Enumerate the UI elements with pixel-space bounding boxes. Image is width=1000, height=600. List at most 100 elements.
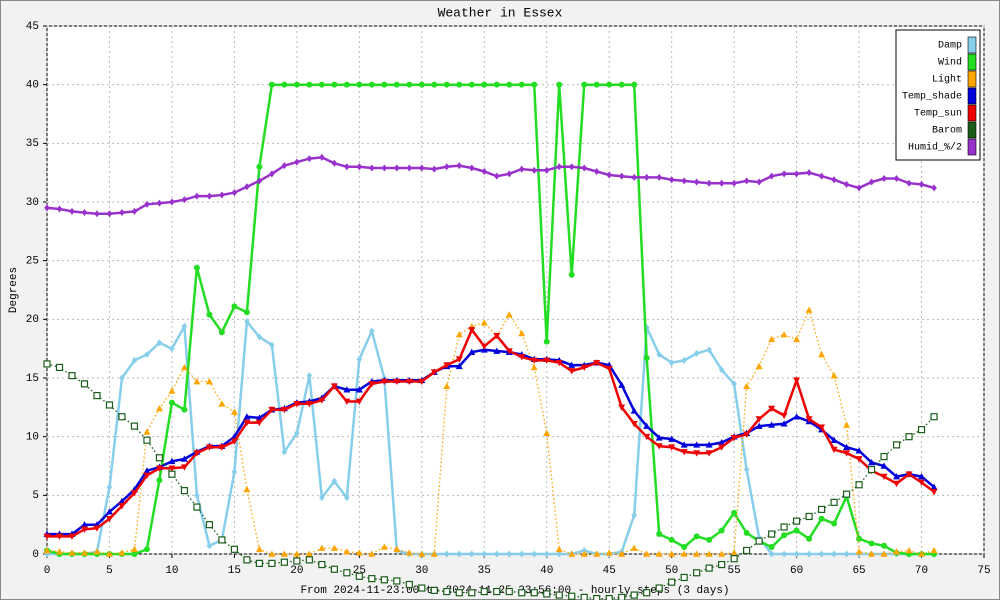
point bbox=[155, 454, 164, 462]
point bbox=[443, 587, 451, 596]
point bbox=[580, 593, 588, 600]
point bbox=[181, 406, 188, 413]
point bbox=[618, 593, 626, 600]
point bbox=[355, 572, 363, 580]
point bbox=[493, 332, 501, 340]
point bbox=[468, 589, 476, 597]
point bbox=[131, 356, 138, 364]
point bbox=[806, 535, 813, 542]
point bbox=[893, 473, 901, 480]
point bbox=[218, 400, 226, 407]
point bbox=[456, 162, 463, 170]
point bbox=[693, 450, 701, 457]
point bbox=[880, 473, 888, 481]
point bbox=[768, 421, 776, 428]
point bbox=[205, 521, 214, 529]
point bbox=[118, 503, 126, 510]
point bbox=[693, 533, 700, 540]
point bbox=[830, 436, 838, 443]
point bbox=[43, 533, 51, 540]
point bbox=[180, 363, 188, 371]
point bbox=[531, 550, 538, 558]
point bbox=[568, 592, 576, 600]
point bbox=[768, 172, 775, 180]
point bbox=[131, 551, 138, 557]
point bbox=[730, 549, 738, 556]
point bbox=[618, 81, 625, 88]
point bbox=[730, 435, 738, 442]
point bbox=[394, 164, 400, 172]
point bbox=[618, 404, 626, 411]
point bbox=[917, 426, 926, 434]
point bbox=[805, 306, 813, 313]
point bbox=[355, 386, 363, 393]
point bbox=[530, 357, 538, 364]
point bbox=[105, 516, 113, 523]
point bbox=[156, 339, 163, 347]
point bbox=[905, 546, 913, 554]
point bbox=[880, 462, 888, 469]
point bbox=[368, 81, 375, 88]
point bbox=[380, 543, 388, 550]
x-tick-label: 65 bbox=[852, 565, 865, 577]
point bbox=[868, 458, 876, 466]
point bbox=[405, 378, 413, 386]
point bbox=[781, 170, 787, 178]
point bbox=[656, 531, 663, 538]
point bbox=[668, 435, 676, 442]
x-tick-label: 0 bbox=[44, 565, 51, 577]
point bbox=[218, 536, 226, 544]
point bbox=[431, 165, 438, 173]
point bbox=[343, 81, 350, 88]
point bbox=[481, 550, 488, 558]
point bbox=[130, 545, 138, 553]
point bbox=[768, 405, 776, 413]
point bbox=[368, 381, 376, 388]
point bbox=[455, 331, 463, 338]
point bbox=[918, 479, 926, 486]
point bbox=[143, 546, 150, 553]
point bbox=[281, 448, 288, 456]
point bbox=[293, 557, 301, 565]
point bbox=[80, 526, 88, 533]
point bbox=[793, 170, 800, 178]
y-tick-label: 20 bbox=[26, 314, 39, 326]
x-tick-label: 70 bbox=[915, 565, 928, 577]
point bbox=[643, 422, 651, 429]
point bbox=[780, 331, 788, 338]
point bbox=[493, 550, 500, 558]
point bbox=[456, 81, 463, 88]
point bbox=[480, 343, 488, 350]
point bbox=[893, 175, 900, 183]
point bbox=[681, 177, 687, 185]
point bbox=[518, 165, 525, 173]
point bbox=[830, 372, 838, 379]
series-line bbox=[46, 307, 935, 555]
point bbox=[144, 351, 150, 359]
point bbox=[655, 550, 663, 557]
point bbox=[893, 480, 901, 488]
point bbox=[792, 517, 801, 525]
legend-swatch bbox=[967, 87, 977, 105]
point bbox=[668, 359, 675, 367]
point bbox=[581, 546, 588, 554]
point bbox=[568, 550, 576, 557]
point bbox=[406, 164, 413, 172]
y-axis-label: Degrees bbox=[8, 267, 20, 313]
point bbox=[668, 176, 675, 184]
point bbox=[93, 548, 101, 555]
point bbox=[206, 192, 213, 200]
point bbox=[305, 401, 313, 408]
point bbox=[780, 420, 788, 427]
y-tick-label: 45 bbox=[26, 21, 39, 33]
point bbox=[655, 434, 663, 441]
point bbox=[306, 372, 313, 380]
point bbox=[155, 465, 163, 472]
point bbox=[243, 309, 250, 316]
point bbox=[505, 348, 513, 355]
point bbox=[843, 180, 850, 188]
point bbox=[705, 441, 713, 448]
point bbox=[506, 81, 513, 88]
point bbox=[568, 271, 575, 278]
point bbox=[380, 576, 388, 584]
